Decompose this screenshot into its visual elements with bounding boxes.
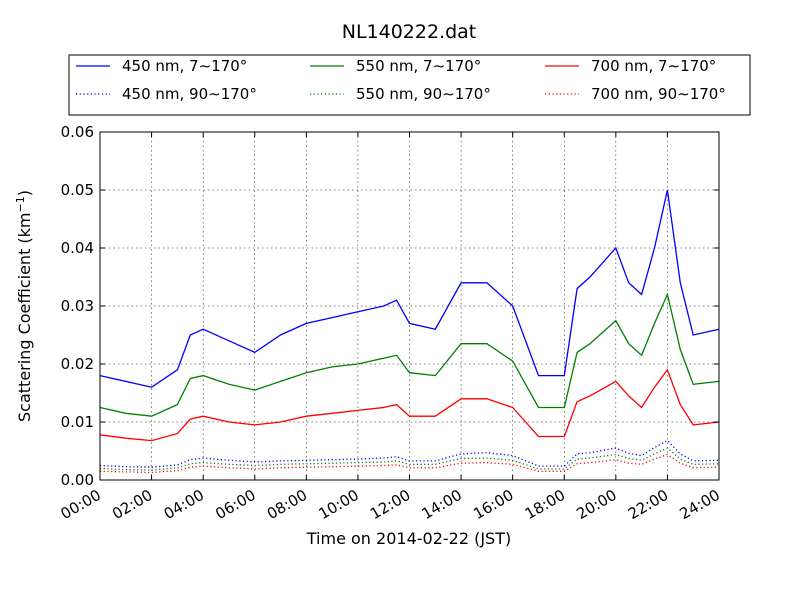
legend-label: 450 nm, 90∼170°	[122, 85, 257, 103]
x-tick-label: 00:00	[58, 486, 104, 523]
y-tick-label: 0.04	[61, 239, 94, 257]
x-axis-label: Time on 2014-02-22 (JST)	[306, 529, 511, 548]
legend-label: 700 nm, 90∼170°	[591, 85, 726, 103]
x-tick-label: 10:00	[315, 486, 361, 523]
y-tick-label: 0.00	[61, 471, 94, 489]
series-lines	[99, 189, 720, 474]
series-line	[99, 292, 720, 417]
series-line	[99, 439, 720, 468]
legend-label: 550 nm, 7∼170°	[356, 57, 481, 75]
legend: 450 nm, 7∼170° 550 nm, 7∼170° 700 nm, 7∼17…	[68, 54, 751, 116]
series-line	[99, 368, 720, 442]
series-line	[99, 453, 720, 474]
chart-title: NL140222.dat	[342, 21, 477, 43]
y-axis-label: Scattering Coefficient (km−1)	[14, 190, 34, 422]
plot-area	[99, 131, 720, 481]
y-tick-label: 0.03	[61, 297, 94, 315]
y-tick-label: 0.01	[61, 413, 94, 431]
y-tick-label: 0.06	[61, 123, 94, 141]
y-axis-label-sup: −1	[14, 196, 27, 212]
x-tick-label: 04:00	[161, 486, 207, 523]
y-axis-label-main: Scattering Coefficient (km	[15, 212, 34, 422]
legend-label: 550 nm, 90∼170°	[356, 85, 491, 103]
y-tick-label: 0.02	[61, 355, 94, 373]
x-tick-label: 14:00	[419, 486, 465, 523]
x-tick-label: 02:00	[109, 486, 155, 523]
axis-ticks	[99, 131, 720, 481]
legend-box	[68, 54, 751, 116]
y-axis-label-end: )	[15, 190, 34, 196]
x-tick-label: 06:00	[212, 486, 258, 523]
legend-label: 700 nm, 7∼170°	[591, 57, 716, 75]
x-tick-label: 20:00	[573, 486, 619, 523]
x-tick-label: 08:00	[264, 486, 310, 523]
legend-label: 450 nm, 7∼170°	[122, 57, 247, 75]
plot-background	[100, 132, 719, 480]
y-tick-label: 0.05	[61, 181, 94, 199]
x-tick-labels: 00:00 02:00 04:00 06:00 08:00 10:00 12:00 14:00…	[58, 486, 723, 523]
x-tick-label: 24:00	[677, 486, 723, 523]
x-tick-label: 12:00	[367, 486, 413, 523]
series-line	[99, 189, 720, 388]
y-tick-labels: 0.00 0.01 0.02 0.03 0.04 0.05 0.06	[61, 123, 94, 489]
series-line	[99, 447, 720, 471]
x-tick-label: 22:00	[625, 486, 671, 523]
x-tick-label: 16:00	[470, 486, 516, 523]
x-tick-label: 18:00	[522, 486, 568, 523]
